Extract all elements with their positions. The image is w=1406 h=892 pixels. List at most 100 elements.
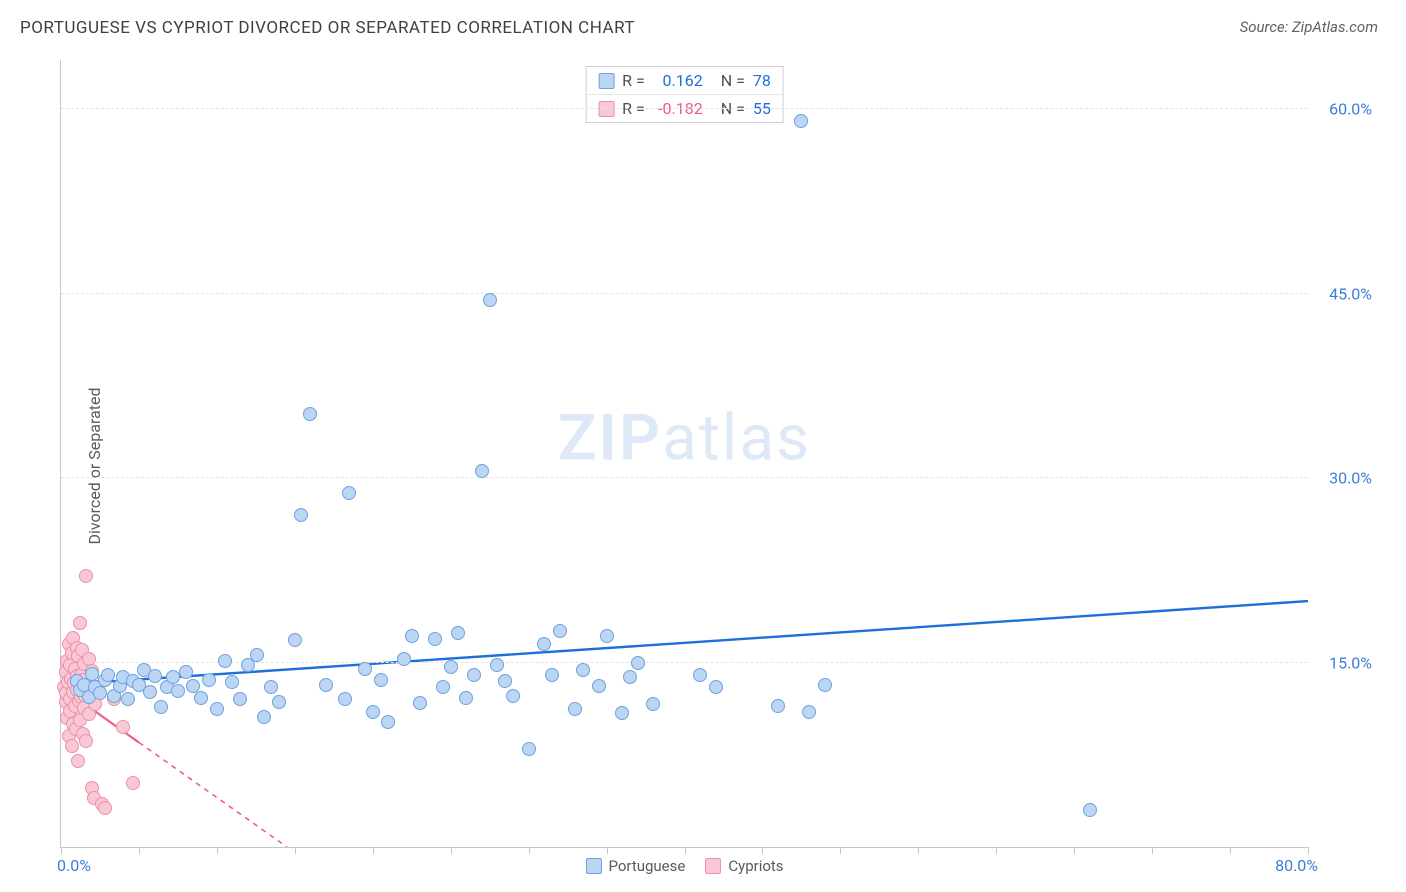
x-tick: [451, 847, 452, 854]
point-cypriot: [71, 754, 85, 768]
point-portuguese: [545, 668, 559, 682]
y-tick-label: 15.0%: [1329, 653, 1372, 672]
point-portuguese: [794, 114, 808, 128]
point-portuguese: [623, 670, 637, 684]
legend-swatch: [585, 858, 601, 874]
trend-lines-svg: [61, 60, 1308, 847]
gridline-h: [61, 477, 1308, 478]
legend-item: Portuguese: [585, 857, 685, 875]
stats-legend-box: R =0.162N =78R =-0.182N =55: [585, 66, 784, 123]
point-portuguese: [802, 705, 816, 719]
chart-title: PORTUGUESE VS CYPRIOT DIVORCED OR SEPARA…: [20, 18, 635, 38]
point-portuguese: [93, 686, 107, 700]
x-axis-max-label: 80.0%: [1275, 856, 1318, 875]
point-portuguese: [179, 665, 193, 679]
point-portuguese: [101, 668, 115, 682]
point-portuguese: [225, 675, 239, 689]
legend-label: Cypriots: [728, 857, 783, 875]
point-portuguese: [342, 486, 356, 500]
point-portuguese: [537, 637, 551, 651]
y-tick-label: 30.0%: [1329, 469, 1372, 488]
point-portuguese: [303, 407, 317, 421]
x-tick: [139, 847, 140, 854]
x-tick: [918, 847, 919, 854]
point-cypriot: [79, 734, 93, 748]
x-tick: [1230, 847, 1231, 854]
chart-container: Divorced or Separated ZIPatlas R =0.162N…: [20, 50, 1378, 882]
point-portuguese: [288, 633, 302, 647]
point-portuguese: [257, 710, 271, 724]
point-portuguese: [294, 508, 308, 522]
bottom-legend: Portuguese Cypriots: [585, 857, 783, 875]
x-tick: [1074, 847, 1075, 854]
gridline-h: [61, 293, 1308, 294]
point-portuguese: [171, 684, 185, 698]
point-portuguese: [202, 673, 216, 687]
point-portuguese: [568, 702, 582, 716]
point-portuguese: [143, 685, 157, 699]
plot-area: ZIPatlas R =0.162N =78R =-0.182N =55 0.0…: [60, 60, 1308, 848]
point-portuguese: [358, 662, 372, 676]
legend-item: Cypriots: [705, 857, 783, 875]
point-cypriot: [116, 720, 130, 734]
point-portuguese: [338, 692, 352, 706]
point-portuguese: [693, 668, 707, 682]
point-portuguese: [148, 669, 162, 683]
point-portuguese: [264, 680, 278, 694]
point-portuguese: [366, 705, 380, 719]
x-tick: [762, 847, 763, 854]
point-portuguese: [413, 696, 427, 710]
x-tick: [61, 847, 62, 854]
point-cypriot: [73, 616, 87, 630]
watermark: ZIPatlas: [558, 400, 811, 475]
legend-swatch: [598, 73, 614, 89]
point-portuguese: [600, 629, 614, 643]
point-portuguese: [233, 692, 247, 706]
point-portuguese: [319, 678, 333, 692]
point-portuguese: [483, 293, 497, 307]
point-portuguese: [490, 658, 504, 672]
point-cypriot: [65, 739, 79, 753]
point-portuguese: [498, 674, 512, 688]
x-tick: [373, 847, 374, 854]
point-portuguese: [444, 660, 458, 674]
point-portuguese: [709, 680, 723, 694]
point-portuguese: [522, 742, 536, 756]
point-portuguese: [194, 691, 208, 705]
point-portuguese: [592, 679, 606, 693]
point-portuguese: [210, 702, 224, 716]
point-portuguese: [405, 629, 419, 643]
point-portuguese: [154, 700, 168, 714]
point-portuguese: [475, 464, 489, 478]
point-portuguese: [615, 706, 629, 720]
point-cypriot: [79, 569, 93, 583]
x-tick: [840, 847, 841, 854]
source-label: Source: ZipAtlas.com: [1240, 18, 1378, 36]
gridline-h: [61, 108, 1308, 109]
point-portuguese: [250, 648, 264, 662]
x-tick: [996, 847, 997, 854]
x-tick: [1152, 847, 1153, 854]
stat-row: R =0.162N =78: [586, 67, 783, 94]
point-portuguese: [631, 656, 645, 670]
x-tick: [529, 847, 530, 854]
y-tick-label: 60.0%: [1329, 100, 1372, 119]
point-portuguese: [506, 689, 520, 703]
legend-swatch: [705, 858, 721, 874]
point-portuguese: [451, 626, 465, 640]
point-portuguese: [381, 715, 395, 729]
legend-label: Portuguese: [608, 857, 685, 875]
y-tick-label: 45.0%: [1329, 284, 1372, 303]
x-tick: [1308, 847, 1309, 854]
point-portuguese: [646, 697, 660, 711]
point-portuguese: [374, 673, 388, 687]
point-portuguese: [467, 668, 481, 682]
point-portuguese: [576, 663, 590, 677]
x-tick: [295, 847, 296, 854]
x-tick: [607, 847, 608, 854]
x-tick: [685, 847, 686, 854]
point-cypriot: [126, 776, 140, 790]
point-portuguese: [428, 632, 442, 646]
point-portuguese: [771, 699, 785, 713]
point-portuguese: [459, 691, 473, 705]
